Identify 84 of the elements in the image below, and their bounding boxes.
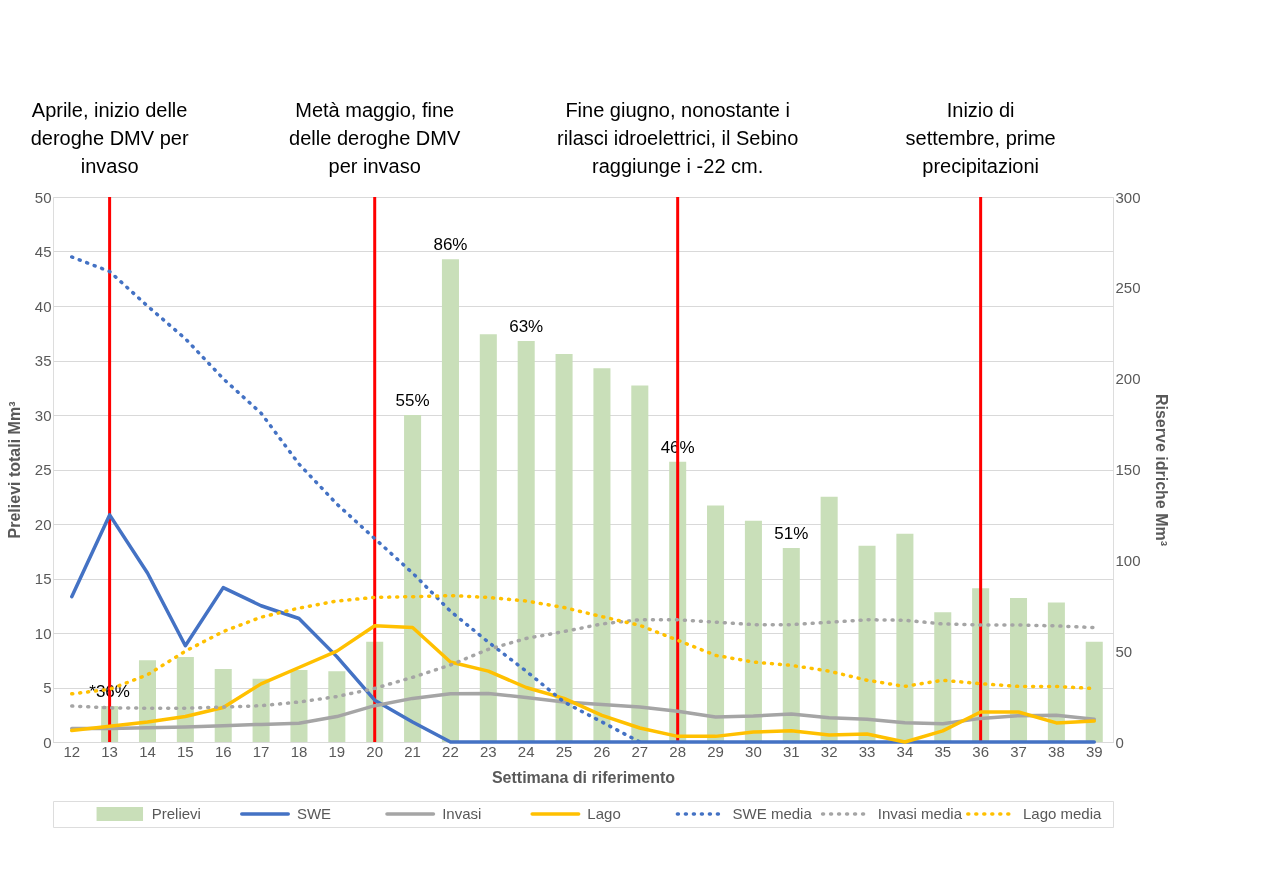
x-tick-label: 21 xyxy=(404,742,421,760)
x-tick-label: 33 xyxy=(858,742,876,760)
x-tick-label: 22 xyxy=(442,742,459,760)
y2-tick-label: 200 xyxy=(1115,370,1141,388)
legend-label: Invasi xyxy=(442,805,482,822)
y-tick-label: 15 xyxy=(34,570,52,587)
y-tick-label: 40 xyxy=(34,297,52,315)
bar xyxy=(744,520,762,742)
y2-tick-label: 250 xyxy=(1115,279,1141,297)
ref-line-label: Metà maggio, fine delle deroghe DMV per invaso xyxy=(289,99,461,177)
annotation: 55% xyxy=(395,391,430,410)
x-tick-label: 14 xyxy=(139,742,156,760)
ref-line-label: Inizio di settembre, prime precipitazioni xyxy=(905,99,1056,177)
bar xyxy=(782,547,800,742)
y2-tick-label: 150 xyxy=(1115,461,1141,478)
y2-tick-label: 0 xyxy=(1115,733,1124,751)
y-tick-label: 10 xyxy=(34,624,52,642)
legend-label: Lago xyxy=(587,805,621,822)
x-tick-label: 17 xyxy=(252,742,270,760)
ref-line-label: Fine giugno, nonostante i rilasci idroelettrici, il Sebino raggiunge i -22 cm. xyxy=(557,99,799,177)
y2-tick-label: 50 xyxy=(1115,642,1133,660)
legend-label: Prelievi xyxy=(151,805,201,822)
ref-line-label: Aprile, inizio delle deroghe DMV per invaso xyxy=(30,99,189,177)
x-tick-label: 20 xyxy=(366,742,384,760)
bar xyxy=(593,368,611,742)
y-tick-label: 45 xyxy=(34,243,52,260)
x-tick-label: 37 xyxy=(1010,742,1027,760)
bar xyxy=(404,415,422,742)
y-tick-label: 50 xyxy=(34,188,52,206)
line-series xyxy=(70,623,1096,744)
x-tick-label: 32 xyxy=(820,742,838,760)
x-tick-label: 28 xyxy=(669,742,687,760)
bar xyxy=(517,340,535,742)
bar xyxy=(934,612,952,742)
annotation: 86% xyxy=(433,235,468,255)
bar xyxy=(479,334,497,742)
x-tick-label: 25 xyxy=(555,742,573,760)
x-tick-label: 34 xyxy=(896,742,914,760)
x-axis-title: Settimana di riferimento xyxy=(491,768,676,786)
annotation: 51% xyxy=(774,523,809,543)
legend-label: SWE xyxy=(296,805,332,822)
x-tick-label: 31 xyxy=(782,742,800,760)
y2-tick-label: 300 xyxy=(1115,188,1141,206)
x-tick-label: 26 xyxy=(593,742,611,760)
x-tick-label: 24 xyxy=(517,742,535,760)
legend-label: SWE media xyxy=(732,805,813,822)
y-tick-label: 25 xyxy=(34,461,52,478)
bar xyxy=(820,496,838,742)
x-tick-label: 13 xyxy=(101,742,118,760)
bar xyxy=(896,533,914,742)
y2-axis-title: Riserve idriche Mm³ xyxy=(1152,393,1170,547)
annotation: 63% xyxy=(509,316,544,336)
y-tick-label: 20 xyxy=(34,515,52,533)
x-tick-label: 15 xyxy=(177,742,194,760)
legend-label: Invasi media xyxy=(877,805,963,822)
bar xyxy=(441,259,459,742)
bar xyxy=(555,353,573,742)
x-tick-label: 36 xyxy=(972,742,989,760)
x-tick-label: 19 xyxy=(328,742,346,760)
legend-label: Lago media xyxy=(1022,805,1103,822)
y-tick-label: 35 xyxy=(34,352,52,369)
bar xyxy=(1009,598,1028,742)
x-tick-label: 35 xyxy=(934,742,952,760)
y-tick-label: 5 xyxy=(43,679,52,696)
x-tick-label: 39 xyxy=(1085,742,1103,760)
x-tick-label: 27 xyxy=(631,742,649,760)
bar xyxy=(631,385,649,742)
bar xyxy=(290,670,308,742)
line-series xyxy=(70,617,1096,710)
y-tick-label: 0 xyxy=(43,733,52,751)
bar xyxy=(328,671,346,742)
bar xyxy=(858,545,876,742)
y2-tick-label: 100 xyxy=(1115,551,1141,569)
x-tick-label: 23 xyxy=(479,742,497,760)
x-tick-label: 38 xyxy=(1048,742,1065,760)
bar xyxy=(1085,641,1103,742)
x-tick-label: 29 xyxy=(707,742,724,760)
x-tick-label: 30 xyxy=(745,742,762,760)
x-tick-label: 18 xyxy=(290,742,308,760)
y-axis-title: Prelievi totali Mm³ xyxy=(5,401,23,539)
x-tick-label: 16 xyxy=(214,742,232,760)
x-tick-label: 12 xyxy=(63,742,81,760)
y-tick-label: 30 xyxy=(34,406,52,424)
bar xyxy=(707,505,725,742)
